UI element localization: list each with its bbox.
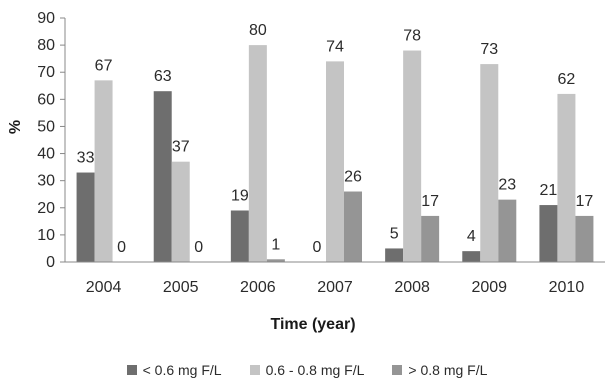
bar [230,210,249,262]
bar [421,215,440,262]
data-label: 19 [231,187,249,204]
bar [94,80,113,262]
bar [171,161,190,262]
y-axis-title: % [7,120,24,134]
data-label: 73 [480,41,498,58]
legend-item: 0.6 - 0.8 mg F/L [249,362,365,378]
data-label: 78 [403,28,421,45]
x-tick-label: 2010 [549,279,585,296]
data-label: 74 [326,38,344,55]
y-tick-label: 40 [37,146,55,163]
y-tick-label: 70 [37,64,55,81]
data-label: 5 [390,225,399,242]
y-tick-label: 50 [37,118,55,135]
data-label: 0 [194,239,203,256]
bar [266,259,285,262]
legend-item: > 0.8 mg F/L [392,362,487,378]
bar [344,191,362,262]
data-label: 62 [558,71,576,88]
x-axis-ticks: 2004 2005 2006 2007 2008 2009 2010 [86,279,585,296]
data-label: 1 [271,236,280,253]
bar [385,248,404,262]
x-tick-label: 2005 [163,279,199,296]
x-tick-label: 2008 [394,279,430,296]
x-tick-label: 2006 [240,279,276,296]
x-tick-label: 2009 [471,279,507,296]
bar [575,215,594,262]
data-label: 0 [117,239,126,256]
bar [76,172,95,262]
y-axis-ticks: 0 10 20 30 40 50 60 70 80 90 [37,10,65,271]
legend-label: < 0.6 mg F/L [142,362,222,378]
bar [153,91,172,262]
bar [248,45,267,262]
data-label: 33 [77,150,95,167]
data-label: 23 [498,177,516,194]
legend-swatch [249,365,260,375]
y-tick-label: 90 [37,10,55,27]
data-label: 0 [313,239,322,256]
data-label: 4 [467,228,476,245]
bar [462,251,481,262]
bar [480,64,499,262]
bar [539,205,558,262]
legend-swatch [126,365,137,375]
data-label: 17 [576,193,594,210]
y-tick-label: 60 [37,91,55,108]
y-tick-label: 20 [37,200,55,217]
data-label: 21 [540,182,558,199]
data-label: 63 [154,68,172,85]
y-tick-label: 10 [37,227,55,244]
bar [326,61,344,262]
bar [403,50,422,263]
x-tick-label: 2004 [86,279,122,296]
y-tick-label: 80 [37,37,55,54]
data-label: 17 [421,193,439,210]
bar [498,199,517,262]
data-label: 26 [344,169,362,186]
data-label: 37 [172,139,190,156]
legend-item: < 0.6 mg F/L [126,362,222,378]
y-tick-label: 0 [46,254,55,271]
bars: 33 67 0 63 37 0 19 80 1 0 74 26 5 78 17 4 73 23 21 62 17 [76,22,594,263]
legend-swatch [392,365,403,375]
legend-label: 0.6 - 0.8 mg F/L [265,362,365,378]
legend-label: > 0.8 mg F/L [408,362,488,378]
data-label: 67 [95,57,113,74]
x-tick-label: 2007 [317,279,353,296]
x-axis-title: Time (year) [270,316,355,333]
bar [557,93,576,263]
data-label: 80 [249,22,267,39]
y-tick-label: 30 [37,173,55,190]
legend: < 0.6 mg F/L 0.6 - 0.8 mg F/L > 0.8 mg F/L [0,362,614,378]
